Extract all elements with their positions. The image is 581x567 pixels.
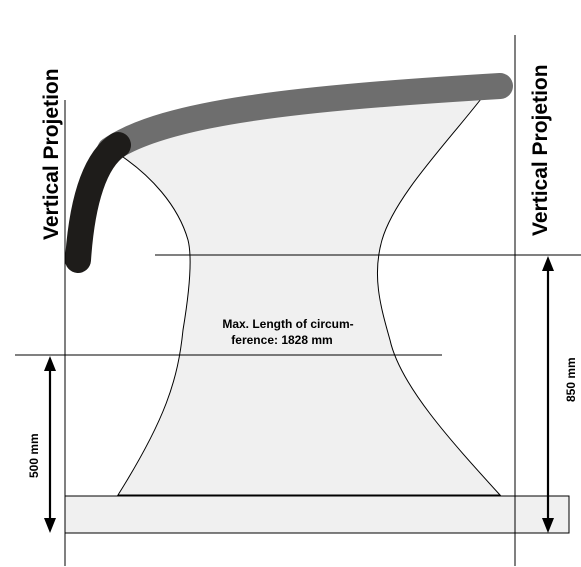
arrowhead-500-top: [44, 356, 56, 371]
base-plate: [64, 495, 570, 534]
arrowhead-850-top: [542, 256, 554, 271]
height-500-label: 500 mm: [27, 433, 41, 478]
backrest-top-band: [97, 73, 513, 163]
circumference-label-line2: ference: 1828 mm: [231, 333, 332, 347]
circumference-label-line1: Max. Length of circum-: [222, 317, 353, 331]
backrest-side-band: [65, 132, 131, 273]
arrowhead-500-bottom: [44, 518, 56, 533]
seat-body: [117, 89, 502, 496]
vertical-projection-left-label: Vertical Projetion: [40, 68, 63, 240]
height-850-label: 850 mm: [564, 357, 578, 402]
vertical-projection-right-label: Vertical Projetion: [529, 64, 552, 236]
arrowhead-850-bottom: [542, 518, 554, 533]
